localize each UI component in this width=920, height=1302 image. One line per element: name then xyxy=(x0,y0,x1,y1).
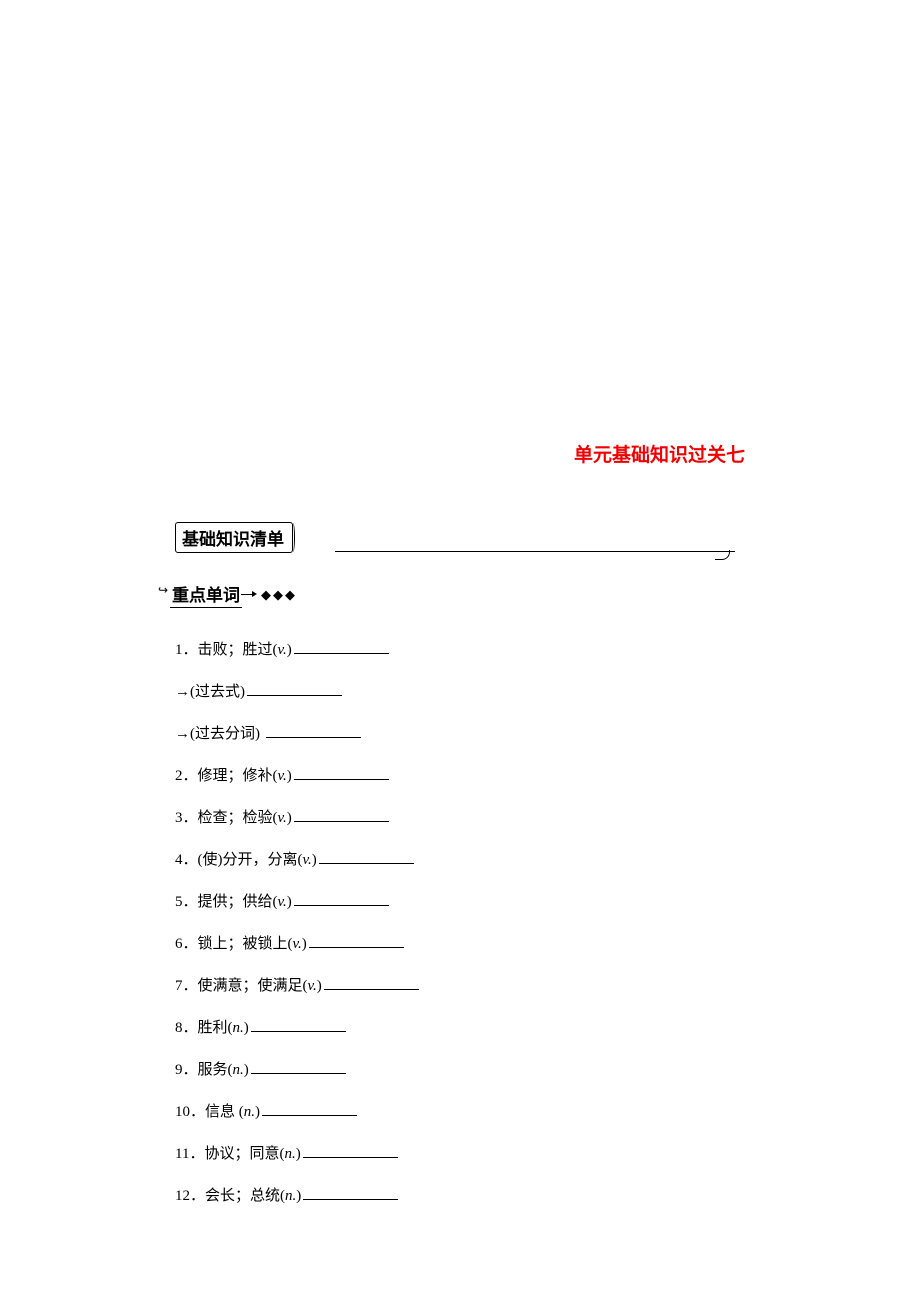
item-text: ．锁上；被锁上( xyxy=(183,936,293,952)
item-text: ．提供；供给( xyxy=(183,894,278,910)
item-number: 9 xyxy=(175,1062,183,1078)
fill-blank[interactable] xyxy=(319,850,414,864)
section-underline xyxy=(335,551,735,552)
item-pos: n. xyxy=(233,1020,244,1036)
item-close: ) xyxy=(302,936,307,952)
vocab-item: 3．检查；检验(v.) xyxy=(175,806,755,830)
item-pos: n. xyxy=(284,1146,295,1162)
vocab-item: 7．使满意；使满足(v.) xyxy=(175,974,755,998)
item-text: ．协议；同意( xyxy=(189,1146,284,1162)
vocab-item: →(过去分词) xyxy=(175,722,755,746)
item-number: 8 xyxy=(175,1020,183,1036)
section-underline-curve xyxy=(715,550,730,560)
vocab-item: 1．击败；胜过(v.) xyxy=(175,638,755,662)
item-number: 5 xyxy=(175,894,183,910)
item-pos: v. xyxy=(308,978,317,994)
item-number: 2 xyxy=(175,768,183,784)
fill-blank[interactable] xyxy=(324,976,419,990)
item-pos: v. xyxy=(278,894,287,910)
vocab-item: 2．修理；修补(v.) xyxy=(175,764,755,788)
item-close: ) xyxy=(244,1062,249,1078)
vocab-item: 5．提供；供给(v.) xyxy=(175,890,755,914)
section-header-box: 基础知识清单 xyxy=(175,522,293,553)
fill-blank[interactable] xyxy=(294,766,389,780)
item-close: ) xyxy=(317,978,322,994)
diamond-icon: ◆◆◆ xyxy=(261,587,297,603)
item-close: ) xyxy=(296,1146,301,1162)
item-close: ) xyxy=(287,810,292,826)
item-text: ．会长；总统( xyxy=(190,1188,285,1204)
vocab-item: 10．信息 (n.) xyxy=(175,1100,755,1124)
item-text: ．检查；检验( xyxy=(183,810,278,826)
vocab-item: →(过去式) xyxy=(175,680,755,704)
item-pos: v. xyxy=(278,642,287,658)
item-number: 4 xyxy=(175,852,183,868)
item-text: ．(使)分开，分离( xyxy=(183,852,303,868)
item-number: 7 xyxy=(175,978,183,994)
item-close: ) xyxy=(296,1188,301,1204)
fill-blank[interactable] xyxy=(294,808,389,822)
subsection-header-container: 重点单词 ◆◆◆ xyxy=(170,581,755,608)
fill-blank[interactable] xyxy=(303,1144,398,1158)
fill-blank[interactable] xyxy=(266,724,361,738)
item-text: →(过去式) xyxy=(175,684,245,700)
vocab-item: 6．锁上；被锁上(v.) xyxy=(175,932,755,956)
fill-blank[interactable] xyxy=(262,1102,357,1116)
item-text: ．信息 ( xyxy=(190,1104,244,1120)
vocab-item: 8．胜利(n.) xyxy=(175,1016,755,1040)
item-number: 11 xyxy=(175,1146,189,1162)
item-text: ．修理；修补( xyxy=(183,768,278,784)
vocab-item: 9．服务(n.) xyxy=(175,1058,755,1082)
item-number: 12 xyxy=(175,1188,190,1204)
page-title: 单元基础知识过关七 xyxy=(175,440,755,467)
vocab-item: 12．会长；总统(n.) xyxy=(175,1184,755,1208)
item-number: 10 xyxy=(175,1104,190,1120)
item-pos: v. xyxy=(278,810,287,826)
item-close: ) xyxy=(287,642,292,658)
item-pos: v. xyxy=(278,768,287,784)
item-close: ) xyxy=(244,1020,249,1036)
item-pos: v. xyxy=(303,852,312,868)
fill-blank[interactable] xyxy=(247,682,342,696)
item-number: 1 xyxy=(175,642,183,658)
items-list: 1．击败；胜过(v.)→(过去式)→(过去分词) 2．修理；修补(v.)3．检查… xyxy=(175,638,755,1208)
item-number: 3 xyxy=(175,810,183,826)
item-text: ．击败；胜过( xyxy=(183,642,278,658)
fill-blank[interactable] xyxy=(294,892,389,906)
fill-blank[interactable] xyxy=(294,640,389,654)
item-close: ) xyxy=(287,894,292,910)
fill-blank[interactable] xyxy=(251,1018,346,1032)
item-text: →(过去分词) xyxy=(175,726,264,742)
vocab-item: 4．(使)分开，分离(v.) xyxy=(175,848,755,872)
fill-blank[interactable] xyxy=(309,934,404,948)
item-number: 6 xyxy=(175,936,183,952)
section-header-container: 基础知识清单 xyxy=(175,522,755,581)
item-close: ) xyxy=(287,768,292,784)
subsection-header-text: 重点单词 xyxy=(170,581,242,608)
item-pos: n. xyxy=(285,1188,296,1204)
vocab-item: 11．协议；同意(n.) xyxy=(175,1142,755,1166)
item-pos: n. xyxy=(233,1062,244,1078)
item-text: ．使满意；使满足( xyxy=(183,978,308,994)
fill-blank[interactable] xyxy=(303,1186,398,1200)
section-header-text: 基础知识清单 xyxy=(182,530,284,549)
item-pos: v. xyxy=(293,936,302,952)
arrow-right-icon xyxy=(241,594,253,595)
item-close: ) xyxy=(312,852,317,868)
item-close: ) xyxy=(255,1104,260,1120)
fill-blank[interactable] xyxy=(251,1060,346,1074)
item-text: ．胜利( xyxy=(183,1020,233,1036)
item-pos: n. xyxy=(244,1104,255,1120)
item-text: ．服务( xyxy=(183,1062,233,1078)
